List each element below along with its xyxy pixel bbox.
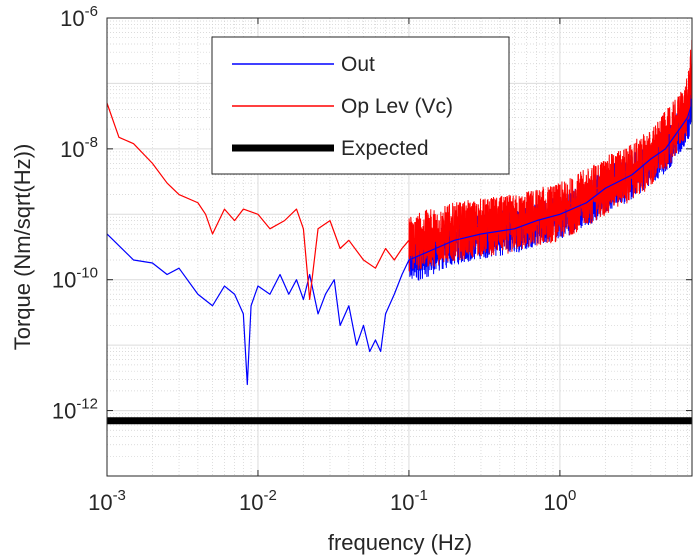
series-noise-1 [408,39,693,272]
axis-ticks [106,17,692,476]
legend-label-oplev: Op Lev (Vc) [341,95,453,118]
x-tick-label: 10-1 [390,487,428,515]
y-tick-label: 10-12 [52,396,98,424]
y-axis-label: Torque (Nm/sqrt(Hz)) [10,144,35,351]
y-tick-labels: 10-6 10-8 10-10 10-12 [52,3,98,424]
x-axis-label: frequency (Hz) [328,530,472,555]
legend-label-out: Out [341,53,375,76]
legend: Out Op Lev (Vc) Expected [211,36,510,175]
legend-label-expected: Expected [341,137,429,160]
x-tick-label: 100 [543,487,576,515]
x-tick-label: 10-2 [239,487,277,515]
x-tick-label: 10-3 [88,487,126,515]
series-noise [408,39,693,281]
series-line-1 [106,63,693,301]
y-tick-label: 10-8 [60,134,98,162]
series-lines [106,63,693,425]
y-tick-label: 10-6 [60,3,98,31]
series-line-0 [106,102,693,386]
y-tick-label: 10-10 [52,265,98,293]
x-tick-labels: 10-3 10-2 10-1 100 [88,487,576,515]
plot-frame [106,17,693,477]
